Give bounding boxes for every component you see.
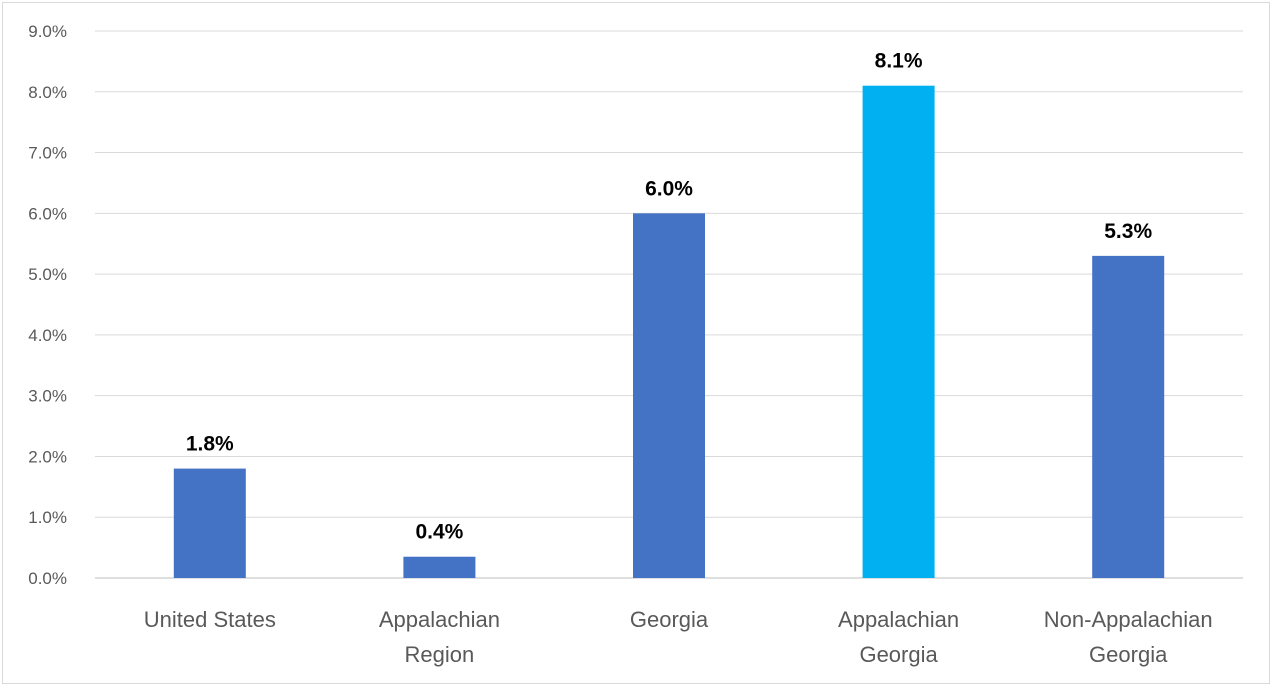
category-label-line: Region <box>405 642 475 667</box>
category-label-line: Georgia <box>859 642 938 667</box>
y-tick-label: 5.0% <box>28 265 67 284</box>
category-label-line: United States <box>144 607 276 632</box>
category-label-line: Georgia <box>1089 642 1168 667</box>
bar <box>173 468 246 578</box>
category-label: United States <box>144 607 276 632</box>
category-label-line: Non-Appalachian <box>1044 607 1213 632</box>
category-label: Appalachian Region <box>379 607 500 667</box>
y-axis-ticks: 0.0% 1.0% 2.0% 3.0% 4.0% 5.0% 6.0% 7.0% 8.0% 9.0% <box>28 22 67 588</box>
bars <box>173 85 1165 579</box>
y-tick-label: 3.0% <box>28 387 67 406</box>
y-tick-label: 0.0% <box>28 569 67 588</box>
data-labels: 1.8% 0.4% 6.0% 8.1% 5.3% <box>186 50 1153 544</box>
data-label: 5.3% <box>1104 220 1152 243</box>
y-tick-label: 4.0% <box>28 326 67 345</box>
category-label-line: Appalachian <box>379 607 500 632</box>
category-label: Non-Appalachian Georgia <box>1044 607 1213 667</box>
bar <box>403 556 476 578</box>
data-label: 1.8% <box>186 433 234 456</box>
y-tick-label: 7.0% <box>28 144 67 163</box>
category-label-line: Georgia <box>630 607 709 632</box>
category-label: Georgia <box>630 607 709 632</box>
data-label: 0.4% <box>415 521 463 544</box>
y-tick-label: 8.0% <box>28 83 67 102</box>
y-tick-label: 9.0% <box>28 22 67 41</box>
category-label: Appalachian Georgia <box>838 607 959 667</box>
gridlines <box>95 30 1243 579</box>
y-tick-label: 6.0% <box>28 204 67 223</box>
bar <box>633 213 705 579</box>
data-label: 8.1% <box>875 50 923 73</box>
bar <box>862 85 935 578</box>
y-tick-label: 2.0% <box>28 447 67 466</box>
data-label: 6.0% <box>645 177 693 200</box>
y-tick-label: 1.0% <box>28 508 67 527</box>
bar <box>1092 255 1165 578</box>
category-label-line: Appalachian <box>838 607 959 632</box>
